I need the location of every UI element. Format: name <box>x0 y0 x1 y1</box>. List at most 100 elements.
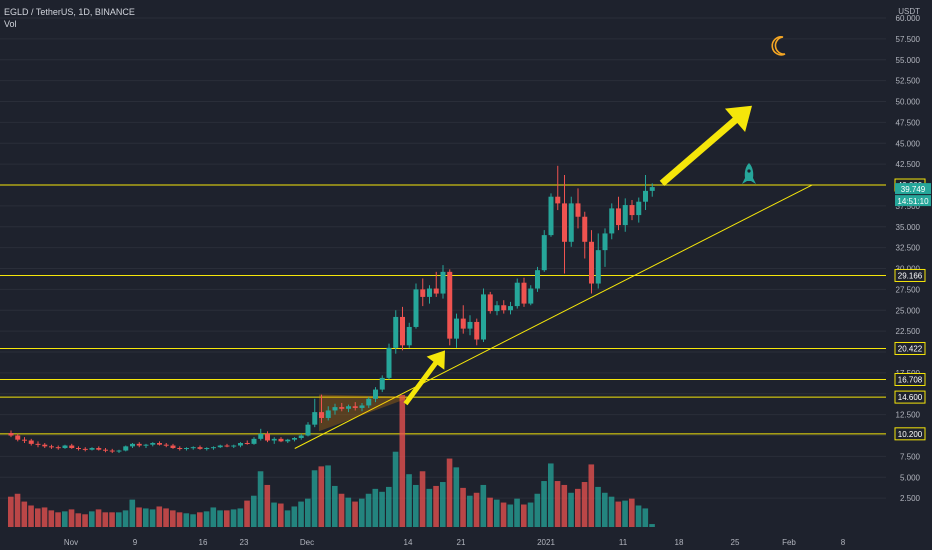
volume-bar <box>372 488 379 527</box>
candle-body <box>211 447 216 449</box>
y-tick-label: 7.500 <box>900 452 921 461</box>
volume-bar <box>548 463 554 527</box>
volume-bar <box>419 471 426 527</box>
candle-body <box>271 438 277 441</box>
candle-body <box>420 289 426 297</box>
volume-bar <box>588 464 595 527</box>
candle-body <box>190 447 196 449</box>
candle-body <box>541 235 547 271</box>
volume-bar <box>426 488 433 527</box>
volume-bar <box>251 495 257 527</box>
volume-bar <box>527 502 534 527</box>
volume-bar <box>82 514 88 527</box>
candle-body <box>184 448 189 450</box>
support-resistance-lines <box>0 184 886 435</box>
x-tick-label: 16 <box>199 538 208 547</box>
y-tick-label: 42.500 <box>896 160 921 169</box>
volume-bar <box>95 509 102 527</box>
volume-bar <box>453 467 460 527</box>
volume-bar <box>21 501 28 527</box>
y-tick-label: 37.500 <box>896 202 921 211</box>
volume-bar <box>467 495 473 527</box>
volume-bar <box>608 496 615 527</box>
triangle-pattern <box>319 394 410 432</box>
volume-bar <box>500 502 507 527</box>
countdown-tag <box>895 195 931 207</box>
x-tick-label: Dec <box>300 538 314 547</box>
volume-bar <box>338 493 345 527</box>
rocket-icon <box>742 163 756 184</box>
candle-body <box>589 241 594 284</box>
volume-bar <box>534 493 541 527</box>
volume-bar <box>28 505 34 527</box>
candle-body <box>433 288 439 294</box>
candle-body <box>163 444 169 446</box>
volume-bar <box>271 502 277 527</box>
candle-body <box>400 316 405 346</box>
volume-bar <box>473 492 480 527</box>
volume-bar <box>305 498 311 527</box>
x-tick-label: Feb <box>782 538 796 547</box>
last-price-tag <box>895 183 931 195</box>
candle-body <box>609 208 615 234</box>
candle-body <box>62 445 68 449</box>
candle-body <box>487 294 493 312</box>
volume-bar <box>622 500 628 527</box>
candle-body <box>467 321 473 329</box>
candle-body <box>55 447 61 449</box>
y-tick-label: 47.500 <box>896 118 921 127</box>
volume-bar <box>122 510 129 527</box>
candle-body <box>474 321 480 340</box>
candle-body <box>96 448 102 450</box>
volume-bar <box>494 499 500 527</box>
x-tick-label: 8 <box>841 538 846 547</box>
y-tick-label: 52.500 <box>896 77 921 86</box>
volume-bar <box>109 512 115 527</box>
volume-bar <box>35 508 41 527</box>
volume-bar <box>156 506 163 527</box>
volume-bar <box>406 474 412 527</box>
volume-bar <box>217 510 223 527</box>
volume-bar <box>568 492 574 527</box>
level-tag-label: 14.600 <box>898 393 923 402</box>
candle-body <box>22 439 27 441</box>
volume-bar <box>521 504 527 527</box>
candle-body <box>454 318 459 339</box>
volume-bar <box>284 510 291 527</box>
candle-body <box>494 305 500 312</box>
volume-bar <box>386 486 392 527</box>
candle-body <box>447 271 453 339</box>
symbol-title[interactable]: EGLD / TetherUS, 1D, BINANCE <box>4 7 135 17</box>
volume-bar <box>507 504 514 527</box>
up-arrow-large <box>659 105 752 186</box>
candle-body <box>393 316 399 348</box>
candle-body <box>548 196 554 236</box>
volume-bar <box>352 501 358 527</box>
volume-bar <box>230 509 237 527</box>
volume-bar <box>257 471 264 527</box>
volume-bar <box>581 482 588 527</box>
y-tick-label: 57.500 <box>896 35 921 44</box>
candle-body <box>82 448 88 450</box>
y-tick-label: 32.500 <box>896 244 921 253</box>
volume-bar <box>392 451 399 527</box>
candle-body <box>170 445 176 449</box>
volume-bar <box>278 503 284 527</box>
candle-body <box>130 443 135 447</box>
candle-body <box>501 305 507 311</box>
candle-body <box>231 445 237 447</box>
y-tick-label: 12.500 <box>896 411 921 420</box>
volume-bar <box>8 496 14 527</box>
currency-label: USDT <box>898 7 920 16</box>
volume-bar <box>446 458 453 527</box>
candle-body <box>103 449 108 451</box>
moon-icon <box>771 36 786 56</box>
volume-bar <box>399 395 406 527</box>
volume-bar <box>89 511 95 527</box>
volume-bar <box>203 511 210 527</box>
volume-bar <box>14 493 21 527</box>
annotations <box>403 36 786 406</box>
candle-body <box>69 445 75 449</box>
